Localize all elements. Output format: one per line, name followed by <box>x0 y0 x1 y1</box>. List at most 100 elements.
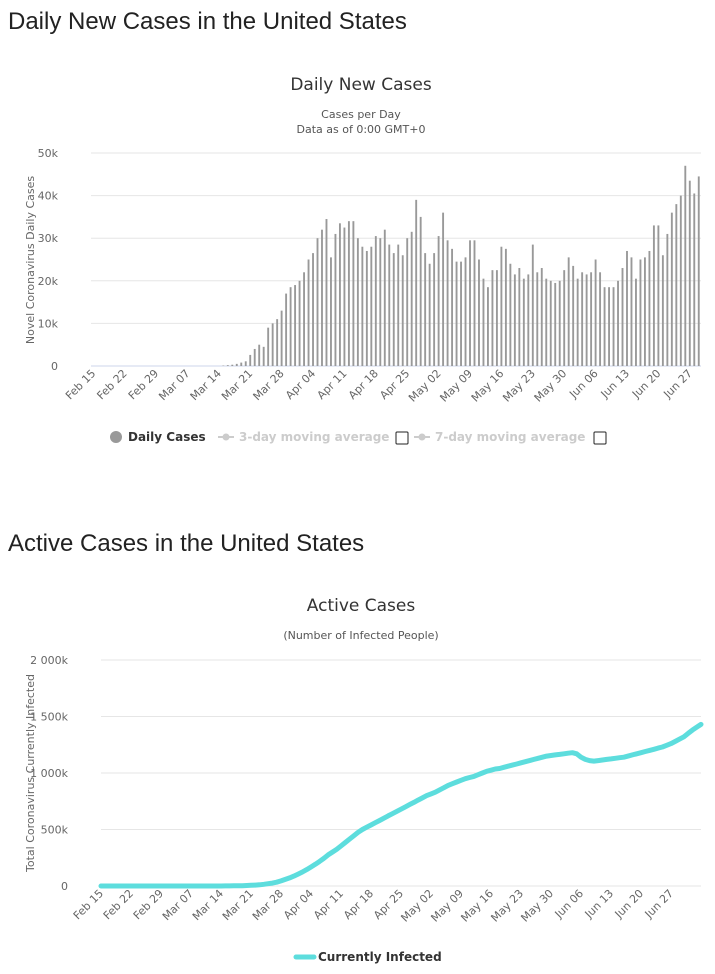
bar[interactable] <box>608 287 610 366</box>
bar[interactable] <box>428 263 431 366</box>
bar[interactable] <box>249 354 252 366</box>
bar[interactable] <box>235 363 238 366</box>
checkbox-3day-avg[interactable] <box>395 431 409 445</box>
bar[interactable] <box>545 278 548 366</box>
bar[interactable] <box>253 348 256 366</box>
bar[interactable] <box>388 244 391 366</box>
bar[interactable] <box>688 180 691 366</box>
bar[interactable] <box>401 255 404 366</box>
bar[interactable] <box>289 287 292 366</box>
series-line-currently-infected[interactable] <box>98 721 704 889</box>
bar[interactable] <box>271 323 274 366</box>
legend-item-7day-avg[interactable]: 7-day moving average <box>414 430 585 444</box>
bar[interactable] <box>280 310 283 366</box>
bar[interactable] <box>594 259 597 367</box>
bar[interactable] <box>527 274 530 366</box>
bar[interactable] <box>370 246 373 366</box>
bar[interactable] <box>657 225 660 366</box>
bar[interactable] <box>419 216 422 366</box>
bar[interactable] <box>258 344 261 366</box>
bar[interactable] <box>437 236 440 366</box>
bar[interactable] <box>446 240 449 366</box>
bar[interactable] <box>531 244 534 366</box>
bar[interactable] <box>365 250 368 366</box>
bar[interactable] <box>648 250 651 366</box>
bar[interactable] <box>424 253 427 366</box>
bar[interactable] <box>352 221 355 366</box>
bar[interactable] <box>684 165 687 366</box>
bar[interactable] <box>504 248 507 366</box>
bar[interactable] <box>697 176 700 366</box>
bar[interactable] <box>285 293 288 366</box>
bar[interactable] <box>406 238 409 366</box>
bar[interactable] <box>554 282 557 366</box>
bar[interactable] <box>334 233 337 366</box>
bar[interactable] <box>603 287 606 366</box>
bar[interactable] <box>626 250 628 366</box>
bar[interactable] <box>397 244 400 366</box>
bar[interactable] <box>572 265 575 366</box>
bar[interactable] <box>679 195 682 366</box>
bar[interactable] <box>226 365 229 366</box>
legend-item-3day-avg[interactable]: 3-day moving average <box>218 430 389 444</box>
bar[interactable] <box>612 287 615 366</box>
bar[interactable] <box>617 280 619 366</box>
bar[interactable] <box>469 240 471 366</box>
bar[interactable] <box>415 199 418 366</box>
bar[interactable] <box>374 236 377 366</box>
bar[interactable] <box>321 229 323 366</box>
bar[interactable] <box>509 263 512 366</box>
legend-item-daily-cases[interactable]: Daily Cases <box>110 430 206 444</box>
bar[interactable] <box>473 240 476 366</box>
bar[interactable] <box>563 270 566 366</box>
bar[interactable] <box>347 221 350 366</box>
bar[interactable] <box>576 278 579 366</box>
bar[interactable] <box>455 261 458 366</box>
bar[interactable] <box>495 270 498 366</box>
bar[interactable] <box>635 278 637 366</box>
bar[interactable] <box>630 257 633 366</box>
bar[interactable] <box>343 227 346 366</box>
bar[interactable] <box>491 270 494 366</box>
bar[interactable] <box>643 257 646 366</box>
bar[interactable] <box>303 272 305 366</box>
bar[interactable] <box>262 346 265 366</box>
bar[interactable] <box>599 272 602 366</box>
bar[interactable] <box>451 248 454 366</box>
bar[interactable] <box>567 257 570 366</box>
bar[interactable] <box>267 327 270 366</box>
bar[interactable] <box>294 285 297 366</box>
bar[interactable] <box>307 259 310 367</box>
bar[interactable] <box>298 280 301 366</box>
bar[interactable] <box>513 274 516 366</box>
bar[interactable] <box>487 287 489 366</box>
bar[interactable] <box>522 278 525 366</box>
bar[interactable] <box>639 259 642 367</box>
bar[interactable] <box>460 261 462 366</box>
bar[interactable] <box>356 238 359 366</box>
bar[interactable] <box>433 253 436 366</box>
bar[interactable] <box>536 272 539 366</box>
bar[interactable] <box>379 238 382 366</box>
bar[interactable] <box>276 319 279 366</box>
bar[interactable] <box>661 255 664 366</box>
bar[interactable] <box>652 225 655 366</box>
bar[interactable] <box>240 362 243 366</box>
bar[interactable] <box>392 253 395 366</box>
legend-item-currently-infected[interactable]: Currently Infected <box>293 950 442 964</box>
bar[interactable] <box>581 272 584 366</box>
bar[interactable] <box>670 212 673 366</box>
bar[interactable] <box>585 274 588 366</box>
bar[interactable] <box>621 268 624 366</box>
bar[interactable] <box>500 246 503 366</box>
bar[interactable] <box>464 257 467 366</box>
bar[interactable] <box>590 272 593 366</box>
bar[interactable] <box>330 257 332 366</box>
checkbox-7day-avg[interactable] <box>593 431 607 445</box>
bar[interactable] <box>325 219 328 366</box>
bar[interactable] <box>478 259 480 367</box>
bar[interactable] <box>383 229 386 366</box>
bar[interactable] <box>244 361 247 366</box>
bar[interactable] <box>558 280 561 366</box>
bar[interactable] <box>666 233 669 366</box>
